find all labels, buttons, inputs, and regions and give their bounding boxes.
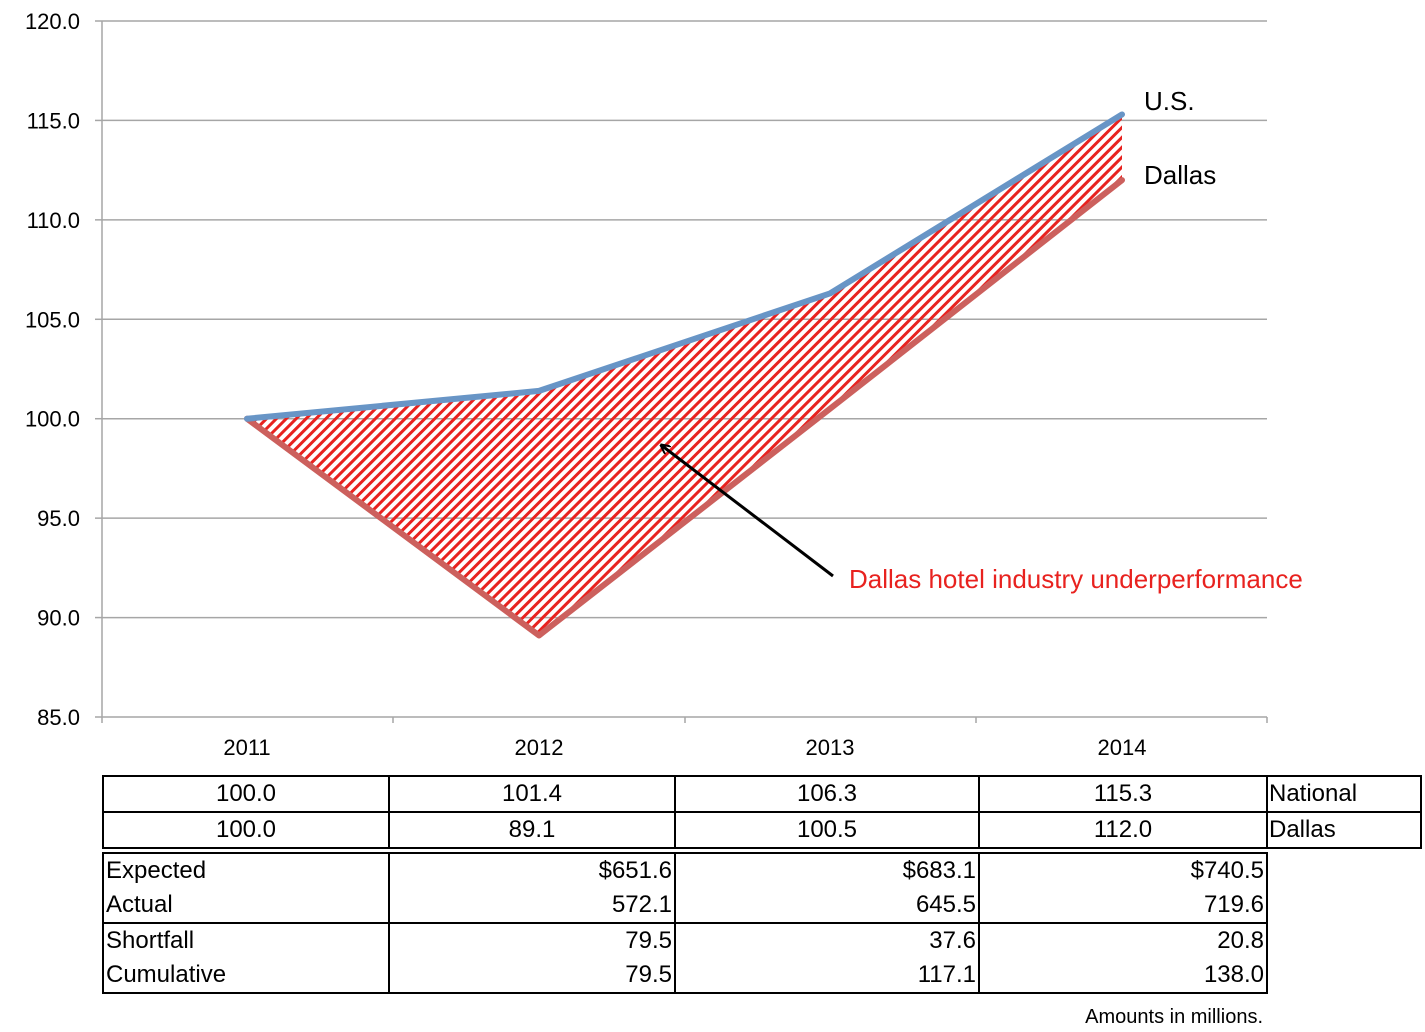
annotation-arrow [661, 445, 834, 578]
table-cell: 89.1 [388, 811, 676, 849]
table-row: Actual 572.1 645.5 719.6 [102, 888, 1268, 923]
dallas-series-line [244, 177, 1125, 639]
table-cell: 37.6 [674, 922, 980, 958]
us-series-line [244, 111, 1125, 422]
table-cell: 100.0 [102, 811, 390, 849]
row-label: Shortfall [102, 922, 390, 958]
table-cell: 112.0 [978, 811, 1268, 849]
line-chart: 85.0 90.0 95.0 100.0 105.0 110.0 115.0 120.0 20… [25, 9, 1303, 760]
table-cell: 100.0 [102, 775, 390, 813]
us-series-label: U.S. [1144, 86, 1195, 116]
table-row: 100.0 89.1 100.5 112.0 Dallas [102, 811, 1422, 849]
index-table: 100.0 101.4 106.3 115.3 National 100.0 8… [102, 775, 1422, 849]
table-cell: 100.5 [674, 811, 980, 849]
table-cell: 101.4 [388, 775, 676, 813]
table-cell: $651.6 [388, 852, 676, 888]
row-label: Cumulative [102, 958, 390, 994]
y-tick-label: 90.0 [37, 606, 80, 631]
table-cell: 106.3 [674, 775, 980, 813]
table-row: 100.0 101.4 106.3 115.3 National [102, 775, 1422, 813]
table-cell: 20.8 [978, 922, 1268, 958]
table-cell: 572.1 [388, 888, 676, 923]
table-row: Expected $651.6 $683.1 $740.5 [102, 852, 1268, 888]
annotation-label: Dallas hotel industry underperformance [849, 564, 1303, 594]
y-tick-label: 85.0 [37, 705, 80, 730]
x-axis: 2011 2012 2013 2014 [101, 21, 1268, 760]
underperformance-area [247, 114, 1122, 636]
table-cell: 138.0 [978, 958, 1268, 994]
row-label: Expected [102, 852, 390, 888]
y-axis-ticks: 85.0 90.0 95.0 100.0 105.0 110.0 115.0 120.0 [25, 9, 102, 730]
row-label: Dallas [1266, 811, 1422, 849]
y-tick-label: 100.0 [25, 407, 80, 432]
y-tick-label: 105.0 [25, 307, 80, 332]
series-lines [244, 111, 1125, 639]
x-tick-label: 2013 [806, 735, 855, 760]
table-cell: 79.5 [388, 958, 676, 994]
table-cell: $683.1 [674, 852, 980, 888]
x-tick-label: 2012 [515, 735, 564, 760]
amounts-note: Amounts in millions. [1085, 1006, 1263, 1028]
gridlines [102, 20, 1267, 619]
table-cell: 719.6 [978, 888, 1268, 923]
x-tick-label: 2011 [223, 735, 270, 760]
series-labels: U.S. Dallas [1144, 86, 1216, 190]
table-cell: 645.5 [674, 888, 980, 923]
x-tick-label: 2014 [1098, 735, 1147, 760]
table-row: Shortfall 79.5 37.6 20.8 [102, 922, 1268, 958]
table-cell: $740.5 [978, 852, 1268, 888]
table-cell: 79.5 [388, 922, 676, 958]
y-tick-label: 95.0 [37, 506, 80, 531]
row-label: National [1266, 775, 1422, 813]
y-tick-label: 115.0 [27, 108, 80, 133]
table-cell: 115.3 [978, 775, 1268, 813]
table-cell: 117.1 [674, 958, 980, 994]
y-tick-label: 120.0 [25, 9, 80, 34]
amounts-table: Expected $651.6 $683.1 $740.5 Actual 572… [102, 852, 1268, 994]
row-label: Actual [102, 888, 390, 923]
table-row: Cumulative 79.5 117.1 138.0 [102, 958, 1268, 994]
dallas-series-label: Dallas [1144, 160, 1216, 190]
y-tick-label: 110.0 [27, 208, 80, 233]
